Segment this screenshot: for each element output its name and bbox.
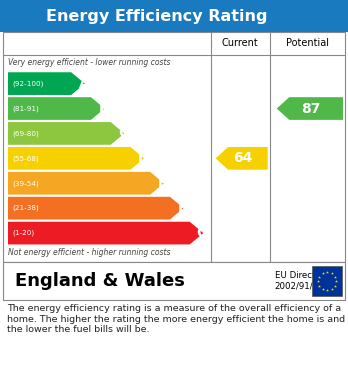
- Text: 87: 87: [301, 102, 321, 115]
- Text: A: A: [78, 77, 89, 91]
- Text: Potential: Potential: [286, 38, 329, 48]
- Text: (81-91): (81-91): [12, 105, 39, 112]
- Polygon shape: [8, 147, 144, 170]
- Text: Energy Efficiency Rating: Energy Efficiency Rating: [46, 9, 267, 23]
- Text: Not energy efficient - higher running costs: Not energy efficient - higher running co…: [8, 248, 171, 257]
- Text: EU Directive
2002/91/EC: EU Directive 2002/91/EC: [275, 271, 328, 291]
- Polygon shape: [216, 147, 268, 170]
- Text: England & Wales: England & Wales: [15, 272, 185, 290]
- Text: G: G: [197, 226, 208, 240]
- Text: F: F: [178, 201, 187, 215]
- Text: C: C: [118, 126, 128, 140]
- Text: The energy efficiency rating is a measure of the overall efficiency of a home. T: The energy efficiency rating is a measur…: [7, 304, 345, 334]
- Text: 64: 64: [233, 151, 253, 165]
- Polygon shape: [8, 197, 184, 219]
- Polygon shape: [8, 122, 124, 145]
- Bar: [3, 32, 345, 262]
- Text: (55-68): (55-68): [12, 155, 39, 161]
- Polygon shape: [8, 97, 105, 120]
- Polygon shape: [8, 172, 164, 195]
- Polygon shape: [277, 97, 343, 120]
- Bar: [312, 266, 342, 296]
- Text: (21-38): (21-38): [12, 205, 39, 212]
- Text: (39-54): (39-54): [12, 180, 39, 187]
- Text: (92-100): (92-100): [12, 81, 44, 87]
- Text: D: D: [137, 151, 149, 165]
- Text: B: B: [98, 102, 109, 115]
- Text: (69-80): (69-80): [12, 130, 39, 137]
- Polygon shape: [8, 222, 203, 244]
- Text: Very energy efficient - lower running costs: Very energy efficient - lower running co…: [8, 57, 171, 66]
- Text: (1-20): (1-20): [12, 230, 34, 236]
- Bar: [0, 0, 348, 32]
- Text: Current: Current: [222, 38, 259, 48]
- Polygon shape: [8, 72, 85, 95]
- Text: E: E: [158, 176, 168, 190]
- Bar: [3, 262, 345, 300]
